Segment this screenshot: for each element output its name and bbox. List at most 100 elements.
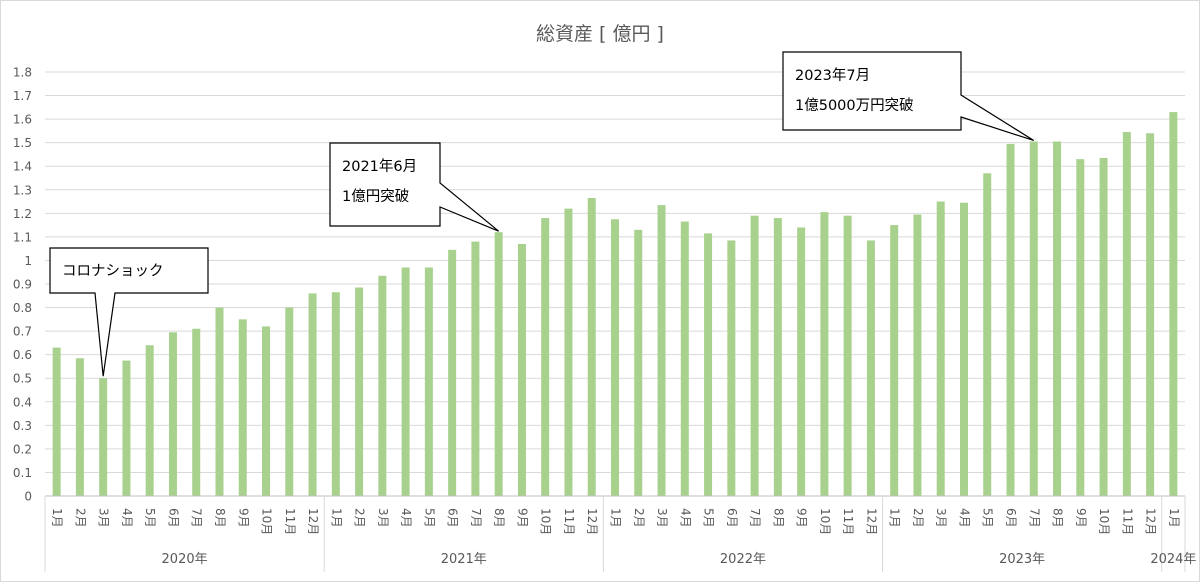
bar: [773, 218, 782, 497]
x-tick-label: 7月: [190, 508, 204, 528]
bar: [517, 243, 526, 496]
y-tick-label: 0.5: [13, 372, 32, 386]
x-tick-label: 8月: [1051, 508, 1065, 528]
chart-title: 総資産 [ 億円 ]: [536, 23, 664, 45]
x-tick-label: 12月: [585, 508, 599, 535]
x-tick-label: 10月: [539, 508, 553, 535]
y-tick-label: 1.2: [13, 207, 32, 221]
bar: [215, 307, 224, 496]
x-tick-label: 1月: [1167, 508, 1181, 528]
bar: [1053, 141, 1062, 496]
bar: [564, 208, 573, 496]
y-tick-label: 0.2: [13, 442, 32, 456]
bar: [1169, 112, 1178, 497]
x-tick-label: 12月: [306, 508, 320, 535]
bar: [1099, 157, 1108, 496]
year-label: 2023年: [999, 552, 1045, 567]
year-label: 2021年: [441, 552, 487, 567]
bar: [611, 219, 619, 496]
x-tick-label: 5月: [143, 508, 157, 528]
x-tick-label: 10月: [260, 508, 274, 535]
x-axis: 1月 2月 3月 4月 5月 6月 7月 8月 9月 10月 11月 12月 1月 2月 3月 4月 5月 6月 7…: [44, 495, 1196, 572]
x-tick-label: 12月: [1144, 508, 1158, 535]
bar: [145, 345, 154, 496]
x-tick-label: 9月: [236, 508, 250, 528]
y-tick-label: 1: [24, 254, 32, 268]
bar: [122, 360, 131, 496]
y-tick-label: 1.1: [13, 230, 32, 244]
x-tick-label: 3月: [376, 508, 390, 528]
bar: [913, 214, 922, 496]
x-tick-label: 1月: [50, 508, 64, 528]
bar: [890, 225, 899, 496]
bar: [820, 212, 829, 496]
annotation-text: 1億円突破: [342, 188, 409, 205]
y-tick-label: 1.3: [13, 183, 32, 197]
y-tick-label: 1.8: [13, 66, 32, 80]
x-tick-label: 7月: [469, 508, 483, 528]
bar: [1122, 132, 1131, 497]
y-tick-label: 1.6: [13, 113, 32, 127]
bar: [378, 275, 387, 496]
bar: [192, 328, 201, 496]
x-tick-label: 5月: [981, 508, 995, 528]
bar: [75, 358, 84, 496]
y-tick-label: 0: [24, 490, 32, 504]
x-tick-label: 11月: [562, 508, 576, 535]
x-tick-label: 4月: [678, 508, 692, 528]
x-tick-label: 4月: [120, 508, 134, 528]
bar: [634, 229, 643, 497]
x-tick-label: 6月: [725, 508, 739, 528]
bar: [308, 293, 317, 496]
bar: [983, 173, 992, 497]
x-tick-label: 4月: [957, 508, 971, 528]
x-tick-label: 9月: [795, 508, 809, 528]
x-tick-label: 2月: [632, 508, 646, 528]
year-label: 2024年: [1150, 552, 1196, 567]
bar: [99, 378, 108, 496]
bar: [797, 227, 806, 496]
bar: [355, 287, 364, 496]
bar: [541, 218, 550, 497]
bar: [1006, 143, 1015, 496]
bar: [448, 249, 457, 496]
bar: [285, 307, 294, 496]
bar: [168, 332, 177, 496]
x-tick-label: 9月: [1074, 508, 1088, 528]
y-tick-label: 0.3: [13, 419, 32, 433]
x-tick-label: 11月: [283, 508, 297, 535]
x-tick-label: 3月: [934, 508, 948, 528]
bar: [843, 215, 852, 496]
x-tick-label: 9月: [515, 508, 529, 528]
bar: [401, 267, 410, 496]
x-tick-label: 6月: [166, 508, 180, 528]
bar: [1146, 133, 1155, 496]
bar: [936, 201, 945, 497]
x-tick-label: 6月: [1004, 508, 1018, 528]
year-label: 2020年: [162, 552, 208, 567]
bar: [471, 241, 480, 496]
x-tick-label: 2月: [73, 508, 87, 528]
x-tick-label: 7月: [1027, 508, 1041, 528]
x-tick-label: 8月: [213, 508, 227, 528]
x-tick-label: 5月: [422, 508, 436, 528]
y-tick-label: 0.8: [13, 301, 32, 315]
bar: [52, 347, 61, 496]
annotation-text: コロナショック: [62, 263, 164, 280]
y-tick-label: 0.7: [13, 325, 32, 339]
year-label: 2022年: [720, 552, 766, 567]
y-tick-label: 0.4: [13, 395, 32, 409]
x-tick-label: 3月: [97, 508, 111, 528]
x-tick-label: 5月: [702, 508, 716, 528]
callout-box: [329, 142, 500, 232]
x-tick-label: 11月: [841, 508, 855, 535]
bar: [1076, 159, 1085, 496]
y-tick-label: 0.1: [13, 466, 32, 480]
x-tick-label: 6月: [446, 508, 460, 528]
bar: [494, 232, 503, 496]
y-tick-label: 1.7: [13, 89, 32, 103]
bar: [866, 240, 875, 496]
bar: [424, 267, 433, 496]
